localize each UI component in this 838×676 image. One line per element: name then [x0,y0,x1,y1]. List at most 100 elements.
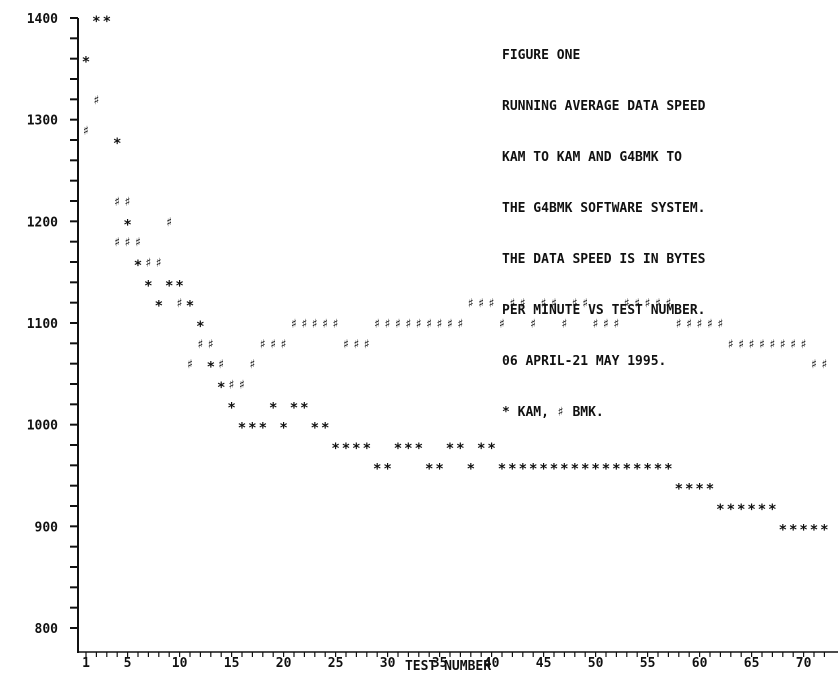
bmk-point: ♯ [373,317,381,332]
bmk-point: ♯ [612,317,620,332]
kam-point: * [758,502,766,518]
bmk-point: ♯ [633,297,641,312]
bmk-point: ♯ [300,317,308,332]
kam-point: * [248,421,256,437]
kam-point: * [487,441,495,457]
kam-point: * [113,136,121,152]
kam-point: * [82,55,90,71]
x-tick-label: 10 [172,656,188,671]
bmk-point: ♯ [675,317,683,332]
bmk-point: ♯ [248,358,256,373]
x-tick-label: 35 [432,656,448,671]
kam-point: * [737,502,745,518]
kam-point: * [810,522,818,538]
kam-point: * [92,14,100,30]
bmk-point: ♯ [810,358,818,373]
kam-point: * [747,502,755,518]
bmk-point: ♯ [290,317,298,332]
kam-point: * [103,14,111,30]
y-ticks: 1400 1300 1200 1100 1000 900 800 [27,12,78,637]
annotation-line-5: THE DATA SPEED IS IN BYTES [502,252,706,267]
kam-point: * [581,461,589,477]
bmk-point: ♯ [519,297,527,312]
kam-point: * [706,482,714,498]
bmk-point: ♯ [779,337,787,352]
bmk-point: ♯ [113,236,121,251]
x-tick-label: 45 [536,656,552,671]
bmk-point: ♯ [654,297,662,312]
kam-point: * [508,461,516,477]
bmk-point: ♯ [342,337,350,352]
bmk-point: ♯ [748,337,756,352]
x-tick-label: 60 [692,656,708,671]
kam-point: * [591,461,599,477]
kam-point: * [300,400,308,416]
kam-point: * [425,461,433,477]
bmk-point: ♯ [144,256,152,271]
kam-point: * [820,522,828,538]
x-tick-label: 70 [796,656,812,671]
kam-point: * [186,299,194,315]
bmk-point: ♯ [560,317,568,332]
bmk-point: ♯ [207,337,215,352]
bmk-point: ♯ [238,378,246,393]
annotation-line-4: THE G4BMK SOFTWARE SYSTEM. [502,201,706,216]
kam-point: * [269,400,277,416]
bmk-point: ♯ [259,337,267,352]
kam-point: * [550,461,558,477]
kam-point: * [789,522,797,538]
bmk-point: ♯ [789,337,797,352]
x-tick-label: 5 [124,656,132,671]
bmk-point: ♯ [124,195,132,210]
bmk-point: ♯ [592,317,600,332]
kam-point: * [675,482,683,498]
annotation-line-8: * KAM, ♯ BMK. [502,405,604,420]
x-axis-title: TEST NUMBER [405,659,491,674]
kam-point: * [217,380,225,396]
bmk-point: ♯ [176,297,184,312]
kam-point: * [373,461,381,477]
bmk-point: ♯ [124,236,132,251]
bmk-point: ♯ [540,297,548,312]
annotation-line-7: 06 APRIL-21 MAY 1995. [502,354,667,369]
x-tick-label: 20 [276,656,292,671]
bmk-point: ♯ [82,124,90,139]
bmk-point: ♯ [550,297,558,312]
x-tick-label: 55 [640,656,656,671]
bmk-point: ♯ [456,317,464,332]
kam-point: * [643,461,651,477]
bmk-point: ♯ [186,358,194,373]
bmk-point: ♯ [716,317,724,332]
annotation-line-6: PER MINUTE VS TEST NUMBER. [502,303,706,318]
bmk-point: ♯ [332,317,340,332]
kam-point: * [467,461,475,477]
x-ticks: 1 5 10 15 20 25 30 35 40 45 50 55 60 65 70 [82,652,826,671]
bmk-point: ♯ [425,317,433,332]
bmk-point: ♯ [404,317,412,332]
bmk-point: ♯ [165,215,173,230]
bmk-point: ♯ [394,317,402,332]
x-tick-label: 25 [328,656,344,671]
bmk-point: ♯ [134,236,142,251]
kam-point: * [134,258,142,274]
kam-point: * [290,400,298,416]
bmk-point: ♯ [92,93,100,108]
kam-point: * [799,522,807,538]
kam-point: * [560,461,568,477]
kam-point: * [602,461,610,477]
bmk-point: ♯ [488,297,496,312]
kam-point: * [394,441,402,457]
kam-point: * [664,461,672,477]
series-bmk: ♯♯♯ ♯♯ ♯ ♯♯ ♯♯♯♯♯ ♯♯♯ ♯♯♯ ♯ ♯♯ ♯ ♯ ♯ ♯♯ ♯ ♯♯ ♯ ♯ ♯ ♯ ♯ ♯ ♯ ♯♯ ♯… [82,93,828,393]
bmk-point: ♯ [436,317,444,332]
kam-point: * [383,461,391,477]
kam-point: * [352,441,360,457]
kam-point: * [779,522,787,538]
kam-point: * [519,461,527,477]
y-tick-label: 1200 [27,215,58,230]
kam-point: * [498,461,506,477]
bmk-point: ♯ [737,337,745,352]
y-tick-label: 1000 [27,419,58,434]
y-tick-label: 1100 [27,317,58,332]
